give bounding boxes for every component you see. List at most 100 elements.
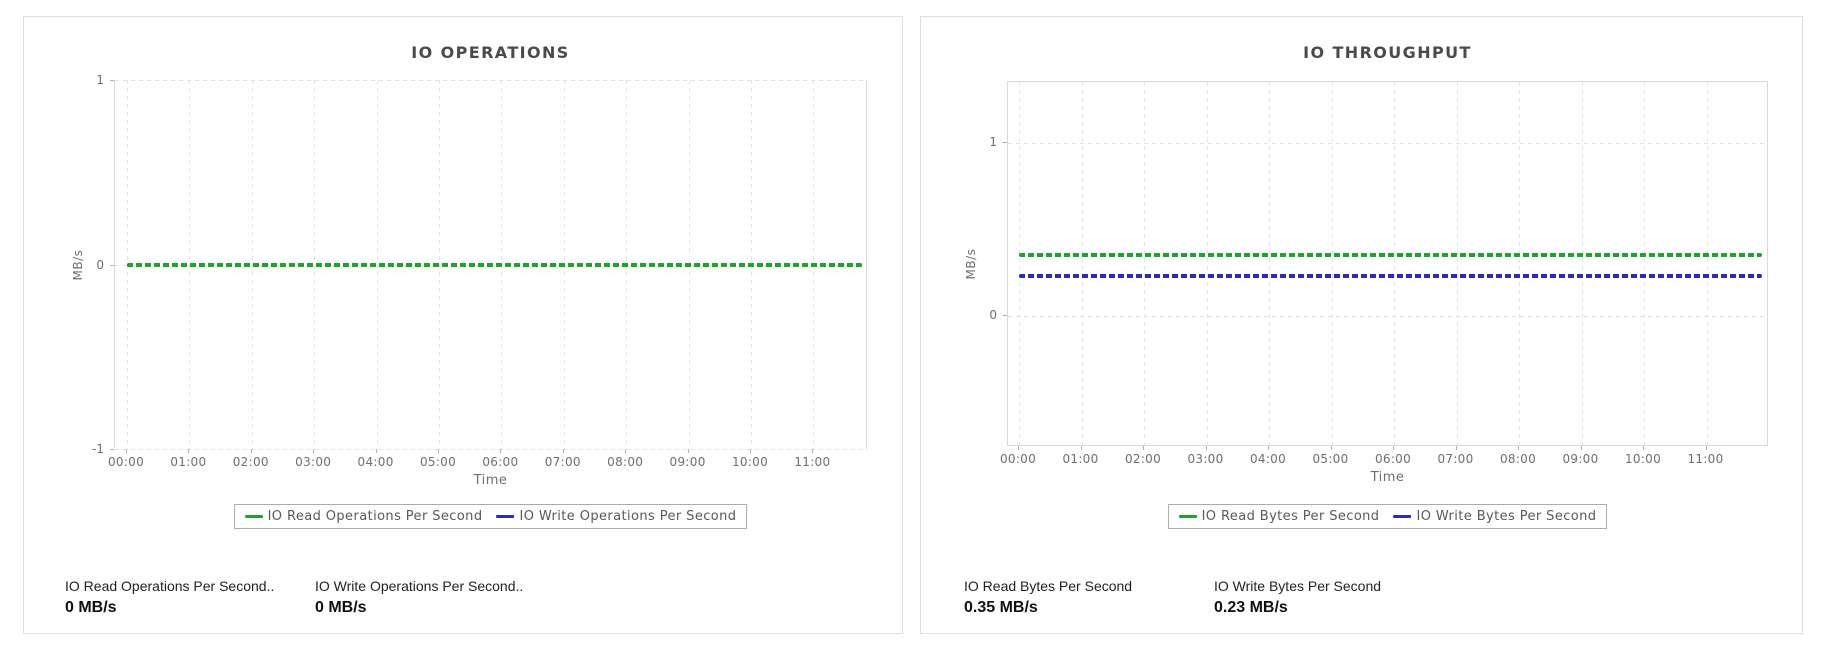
x-gridline [1082, 82, 1083, 445]
legend-label: IO Write Operations Per Second [519, 509, 737, 524]
stat-value: 0 MB/s [65, 599, 117, 616]
y-axis-label: MB/s [964, 248, 978, 279]
stat-value: 0.23 MB/s [1214, 599, 1288, 616]
x-tick-mark [1018, 446, 1019, 450]
x-tick-mark [1143, 446, 1144, 450]
y-gridline [1008, 316, 1767, 317]
x-tick-label: 03:00 [295, 455, 332, 469]
x-tick-label: 10:00 [1624, 452, 1662, 466]
y-tick-label: 1 [96, 73, 104, 87]
x-tick-mark [1456, 446, 1457, 450]
y-tick-label: 0 [989, 307, 997, 322]
x-tick-mark [563, 449, 564, 453]
x-gridline [1644, 82, 1645, 445]
x-gridline [1457, 82, 1458, 445]
stats-row: IO Read Bytes Per Second 0.35 MB/s IO Writ… [964, 577, 1464, 617]
stat-label: IO Read Operations Per Second.. [65, 578, 275, 594]
x-tick-label: 01:00 [1062, 452, 1099, 466]
y-gridline [1008, 143, 1767, 144]
y-tick-mark [1003, 142, 1007, 143]
legend-label: IO Read Operations Per Second [267, 509, 483, 524]
panel-io-throughput: IO THROUGHPUT MB/s Time IO Read Bytes Pe… [920, 16, 1803, 634]
x-tick-label: 08:00 [1499, 452, 1537, 466]
legend-label: IO Write Bytes Per Second [1416, 509, 1597, 524]
x-tick-label: 01:00 [170, 455, 207, 469]
x-tick-mark [812, 449, 813, 453]
stat-io-read-operations-per-second: IO Read Operations Per Second.. 0 MB/s [65, 577, 315, 617]
x-tick-mark [188, 449, 189, 453]
x-tick-label: 02:00 [232, 455, 269, 469]
legend-item-io-write-bytes-per-second[interactable]: IO Write Bytes Per Second [1393, 509, 1596, 524]
stat-label: IO Write Bytes Per Second [1214, 578, 1382, 594]
stat-io-read-bytes-per-second: IO Read Bytes Per Second 0.35 MB/s [964, 577, 1214, 617]
x-tick-mark [1268, 446, 1269, 450]
x-tick-label: 00:00 [107, 455, 145, 469]
x-axis-label: Time [473, 473, 508, 488]
stat-io-write-operations-per-second: IO Write Operations Per Second.. 0 MB/s [315, 577, 565, 617]
series-line-io-write-bytes-per-second [1019, 273, 1762, 278]
x-tick-label: 10:00 [731, 455, 769, 469]
stat-value: 0.35 MB/s [964, 599, 1038, 616]
y-tick-label: -1 [92, 442, 104, 456]
chart-legend: IO Read Operations Per Second IO Write Op… [233, 504, 748, 529]
plot-area [1007, 81, 1768, 446]
x-gridline [1582, 82, 1583, 445]
x-gridline [1519, 82, 1520, 445]
x-gridline [1019, 82, 1020, 445]
x-tick-mark [1581, 446, 1582, 450]
y-gridline [115, 449, 866, 450]
x-tick-mark [1081, 446, 1082, 450]
x-tick-label: 06:00 [482, 455, 519, 469]
y-tick-mark [110, 265, 114, 266]
x-tick-label: 05:00 [419, 455, 457, 469]
x-tick-label: 05:00 [1312, 452, 1349, 466]
legend-line-swatch [1178, 515, 1197, 518]
legend-line-swatch [496, 515, 515, 518]
y-gridline [115, 80, 866, 81]
chart-title: IO THROUGHPUT [1303, 43, 1472, 62]
x-gridline [1269, 82, 1270, 445]
series-line-io-read-bytes-per-second [1019, 252, 1762, 257]
panel-io-operations: IO OPERATIONS MB/s Time IO Read Operatio… [23, 16, 903, 634]
x-tick-label: 07:00 [544, 455, 581, 469]
x-tick-label: 11:00 [794, 455, 831, 469]
x-tick-mark [750, 449, 751, 453]
x-tick-label: 09:00 [669, 455, 706, 469]
legend-label: IO Read Bytes Per Second [1201, 509, 1380, 524]
plot-area [114, 80, 867, 450]
stats-row: IO Read Operations Per Second.. 0 MB/s IO … [65, 577, 565, 617]
x-tick-label: 06:00 [1374, 452, 1412, 466]
x-tick-label: 11:00 [1687, 452, 1724, 466]
y-tick-mark [1003, 315, 1007, 316]
y-tick-label: 1 [989, 134, 997, 149]
series-line-io-read-operations-per-second [127, 262, 862, 267]
x-tick-mark [1393, 446, 1394, 450]
x-tick-mark [313, 449, 314, 453]
stat-label: IO Read Bytes Per Second [964, 578, 1133, 594]
x-tick-mark [1206, 446, 1207, 450]
x-tick-mark [251, 449, 252, 453]
x-axis-label: Time [1370, 470, 1405, 485]
chart-title: IO OPERATIONS [411, 43, 570, 62]
x-gridline [1332, 82, 1333, 445]
x-tick-label: 07:00 [1437, 452, 1474, 466]
x-tick-mark [438, 449, 439, 453]
x-tick-mark [1518, 446, 1519, 450]
stat-io-write-bytes-per-second: IO Write Bytes Per Second 0.23 MB/s [1214, 577, 1464, 617]
x-gridline [1207, 82, 1208, 445]
x-tick-mark [500, 449, 501, 453]
legend-item-io-read-bytes-per-second[interactable]: IO Read Bytes Per Second [1178, 509, 1380, 524]
y-tick-label: 0 [96, 257, 104, 272]
x-tick-label: 02:00 [1124, 452, 1162, 466]
legend-item-io-write-operations-per-second[interactable]: IO Write Operations Per Second [496, 509, 736, 524]
y-tick-mark [110, 80, 114, 81]
legend-line-swatch [1393, 515, 1412, 518]
x-tick-mark [688, 449, 689, 453]
x-tick-label: 00:00 [999, 452, 1037, 466]
legend-line-swatch [244, 515, 263, 518]
x-tick-label: 04:00 [1249, 452, 1287, 466]
stat-value: 0 MB/s [315, 599, 367, 616]
x-tick-mark [1331, 446, 1332, 450]
legend-item-io-read-operations-per-second[interactable]: IO Read Operations Per Second [244, 509, 483, 524]
